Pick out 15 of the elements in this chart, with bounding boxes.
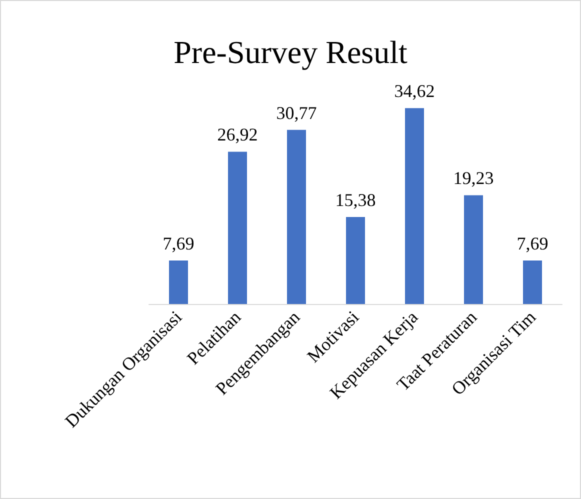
data-label: 15,38 xyxy=(335,190,376,210)
bar xyxy=(287,130,306,304)
data-label: 30,77 xyxy=(276,102,317,123)
bar xyxy=(169,260,188,304)
data-label: 34,62 xyxy=(394,81,435,102)
data-label: 7,69 xyxy=(162,233,194,254)
bar xyxy=(346,216,365,304)
data-label: 19,23 xyxy=(453,168,494,188)
data-label: 7,69 xyxy=(516,233,548,254)
bar xyxy=(464,195,483,304)
bar xyxy=(405,108,424,304)
bar xyxy=(523,260,542,304)
data-label: 26,92 xyxy=(217,124,258,145)
chart-title: Pre-Survey Result xyxy=(174,34,408,70)
bar xyxy=(228,152,247,304)
